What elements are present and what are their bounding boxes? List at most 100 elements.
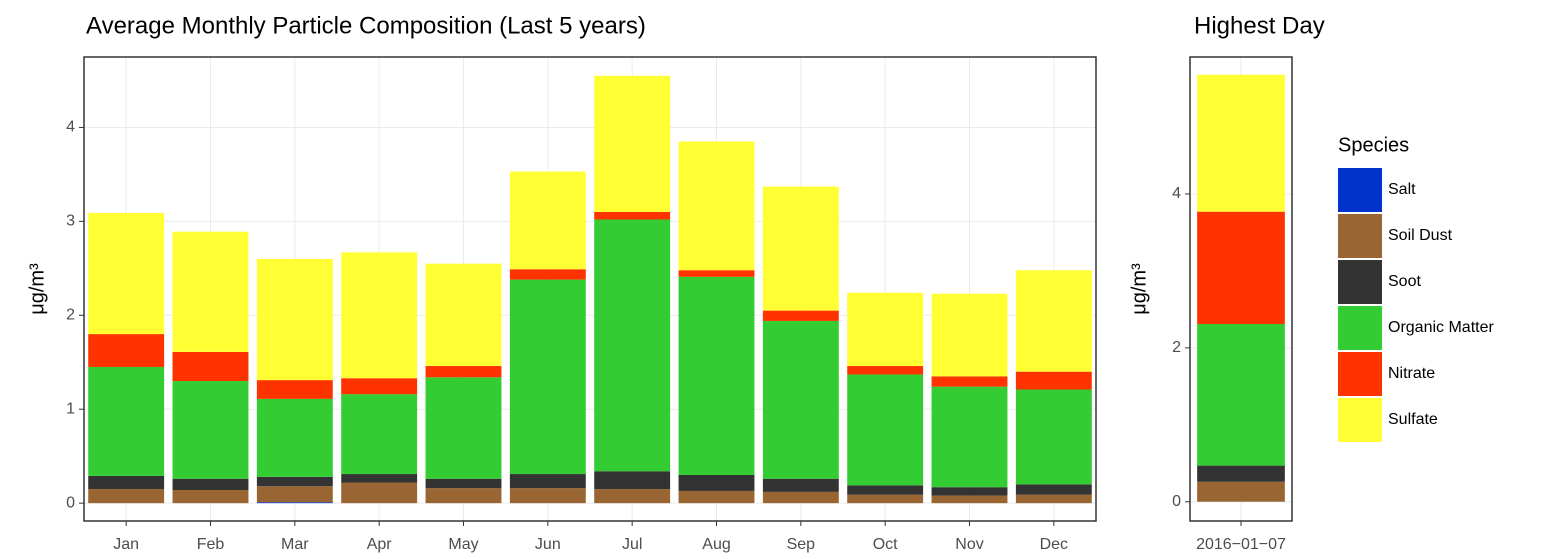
x-tick-label: Feb — [197, 536, 225, 553]
bar-segment: Soot — [594, 471, 671, 490]
bar-segment: Organic Matter — [594, 219, 671, 472]
legend-label: Soot — [1388, 273, 1421, 290]
panel-border — [83, 56, 1097, 522]
bar-segment: Soil Dust — [425, 488, 502, 504]
bar-segment: Soot — [509, 474, 586, 489]
bar-segment: Organic Matter — [509, 279, 586, 475]
bar-segment: Sulfate — [88, 212, 165, 335]
y-tick-label: 2 — [66, 307, 75, 324]
bar-segment — [1197, 481, 1285, 502]
bar-segment: Nitrate — [931, 376, 1008, 387]
x-tick-label: May — [448, 536, 478, 553]
legend-label: Nitrate — [1388, 365, 1435, 382]
legend-swatch — [1338, 260, 1382, 304]
bar-segment: Sulfate — [256, 258, 333, 381]
bar-segment: Organic Matter — [341, 394, 418, 475]
bar-segment: Nitrate — [678, 270, 755, 277]
bar-segment: Organic Matter — [425, 377, 502, 479]
bar-segment: Nitrate — [509, 269, 586, 280]
legend-label: Organic Matter — [1388, 319, 1494, 336]
x-tick-label: Mar — [281, 536, 309, 553]
y-tick-label: 4 — [66, 119, 75, 136]
y-tick-label: 3 — [66, 213, 75, 230]
bar-segment: Soil Dust — [509, 488, 586, 504]
y-tick-label: 2 — [1172, 339, 1181, 356]
bar-segment: Soil Dust — [594, 489, 671, 504]
legend-swatch — [1338, 168, 1382, 212]
bar-segment: Soil Dust — [847, 494, 924, 504]
panel-border — [1189, 56, 1293, 522]
legend-swatch — [1338, 306, 1382, 350]
bar-segment: Organic Matter — [1015, 389, 1092, 485]
bar-segment: Sulfate — [847, 292, 924, 367]
bar-segment: Soot — [1015, 484, 1092, 495]
bar-segment: Soot — [172, 478, 249, 491]
bar-segment: Nitrate — [341, 378, 418, 395]
x-tick-label: Jan — [113, 536, 139, 553]
x-tick-label: Nov — [955, 536, 983, 553]
bar-segment — [1197, 324, 1285, 466]
bar-segment: Soil Dust — [1015, 494, 1092, 504]
bar-segment: Sulfate — [341, 252, 418, 379]
legend-title: Species — [1338, 134, 1409, 156]
bar-segment: Soot — [256, 476, 333, 487]
bar-segment: Nitrate — [847, 366, 924, 375]
legend-swatch — [1338, 352, 1382, 396]
bar-segment: Sulfate — [425, 263, 502, 367]
bar-segment: Nitrate — [762, 310, 839, 321]
bar-segment: Soil Dust — [172, 490, 249, 504]
bar-segment: Soot — [425, 478, 502, 489]
bar-segment: Soil Dust — [678, 490, 755, 504]
bar-segment: Organic Matter — [762, 320, 839, 479]
x-tick-label: Aug — [702, 536, 730, 553]
bar-segment: Nitrate — [1015, 371, 1092, 390]
y-tick-label: 0 — [1172, 493, 1181, 510]
bar-segment: Nitrate — [88, 334, 165, 367]
bar-segment: Soil Dust — [88, 489, 165, 504]
y-axis-label: μg/m³ — [1128, 263, 1150, 315]
bar-segment: Salt — [256, 502, 333, 504]
bar-segment: Soot — [678, 474, 755, 491]
y-axis-label: μg/m³ — [26, 263, 48, 315]
bar-segment: Nitrate — [425, 366, 502, 378]
legend-label: Salt — [1388, 181, 1416, 198]
bar-segment: Sulfate — [509, 171, 586, 270]
bar-segment: Soot — [341, 474, 418, 483]
bar-segment: Soot — [847, 485, 924, 495]
legend-swatch — [1338, 398, 1382, 442]
y-tick-label: 0 — [66, 494, 75, 511]
bar-segment: Organic Matter — [256, 398, 333, 477]
bar-segment: Nitrate — [256, 380, 333, 399]
bar-segment: Sulfate — [678, 141, 755, 271]
bar-segment: Organic Matter — [172, 381, 249, 479]
x-tick-label: Jun — [535, 536, 561, 553]
bar-segment: Soot — [762, 478, 839, 492]
bar-segment: Soil Dust — [341, 482, 418, 504]
bar-segment: Nitrate — [172, 351, 249, 382]
y-tick-label: 4 — [1172, 185, 1181, 202]
bar-segment: Organic Matter — [847, 374, 924, 486]
bar-segment: Sulfate — [594, 75, 671, 212]
x-tick-label: Sep — [787, 536, 816, 553]
bar-segment: Sulfate — [172, 231, 249, 352]
bar-segment: Sulfate — [931, 293, 1008, 377]
bar-segment: Nitrate — [594, 211, 671, 220]
bar-segment — [1197, 211, 1285, 325]
chart-title: Average Monthly Particle Composition (La… — [86, 12, 646, 39]
legend-label: Soil Dust — [1388, 227, 1453, 244]
x-tick-label: 2016−01−07 — [1196, 536, 1286, 553]
bar-segment — [1197, 465, 1285, 482]
bar-segment: Soil Dust — [762, 491, 839, 504]
bar-segment: Soot — [931, 487, 1008, 496]
bar-segment: Soot — [88, 475, 165, 490]
x-tick-label: Jul — [622, 536, 642, 553]
legend-swatch — [1338, 214, 1382, 258]
bar-segment: Sulfate — [762, 186, 839, 311]
x-tick-label: Oct — [873, 536, 898, 553]
bar-segment: Organic Matter — [678, 276, 755, 475]
bar-segment: Sulfate — [1015, 270, 1092, 372]
bar-segment: Organic Matter — [931, 386, 1008, 488]
bar-segment: Soil Dust — [256, 486, 333, 503]
